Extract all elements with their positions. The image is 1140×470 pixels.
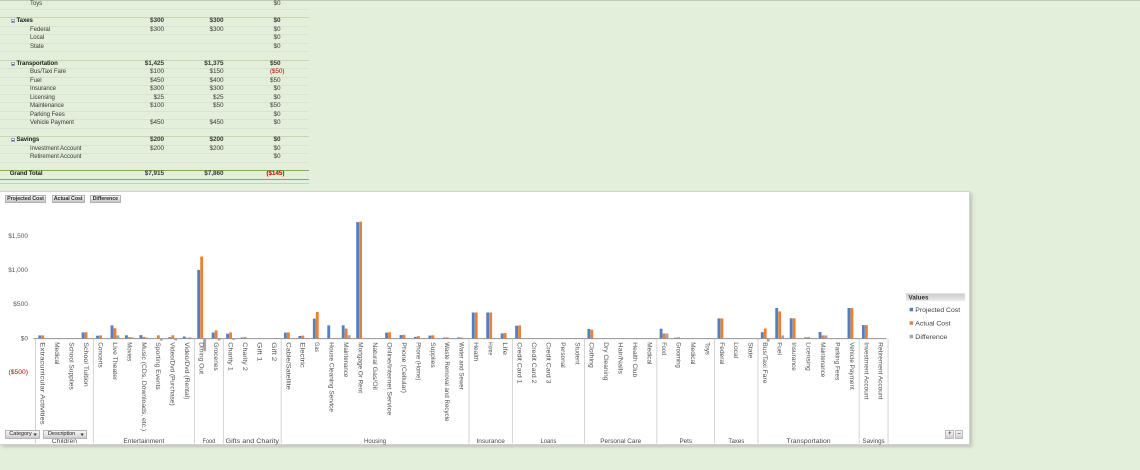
svg-text:Charity 2: Charity 2 — [241, 342, 248, 371]
svg-text:Extracurricular Activities: Extracurricular Activities — [39, 342, 46, 425]
svg-text:House Cleaning Service: House Cleaning Service — [328, 342, 335, 412]
svg-text:Groceries: Groceries — [212, 342, 219, 371]
svg-text:Values: Values — [909, 294, 929, 301]
svg-text:Bus/Taxi Fare: Bus/Taxi Fare — [761, 342, 768, 384]
svg-text:Video/Dvd (Purchase): Video/Dvd (Purchase) — [169, 342, 176, 405]
svg-text:School Tuition: School Tuition — [82, 342, 89, 387]
svg-text:Sporting Events: Sporting Events — [154, 342, 161, 390]
svg-text:Concerts: Concerts — [96, 342, 103, 368]
svg-text:Credit Card 1: Credit Card 1 — [515, 342, 522, 384]
svg-text:Difference: Difference — [915, 334, 947, 341]
svg-text:Toys: Toys — [703, 342, 710, 355]
svg-text:Movies: Movies — [125, 342, 132, 362]
svg-text:State: State — [747, 342, 754, 358]
svg-text:Food: Food — [660, 342, 667, 355]
svg-text:$1,000: $1,000 — [8, 267, 28, 274]
svg-text:Charity 1: Charity 1 — [226, 342, 233, 371]
svg-text:Maintenance: Maintenance — [342, 342, 349, 377]
svg-text:$1,500: $1,500 — [8, 233, 28, 240]
svg-text:Water and Sewer: Water and Sewer — [458, 342, 465, 390]
svg-text:Food: Food — [203, 438, 216, 445]
svg-text:Dining Out: Dining Out — [198, 342, 205, 374]
svg-text:Hair/Nails: Hair/Nails — [617, 342, 624, 375]
svg-text:Federal: Federal — [718, 342, 725, 365]
svg-text:Music (CDs, Downloads, etc.): Music (CDs, Downloads, etc.) — [140, 342, 147, 431]
svg-text:Gas: Gas — [313, 342, 320, 352]
svg-text:Clothing: Clothing — [588, 342, 595, 368]
svg-text:Savings: Savings — [863, 438, 885, 445]
svg-text:Cable/Satellite: Cable/Satellite — [284, 342, 291, 390]
svg-text:Actual Cost: Actual Cost — [915, 321, 950, 328]
svg-text:Licensing: Licensing — [804, 342, 811, 371]
svg-text:Local: Local — [732, 342, 739, 358]
svg-text:Personal Care: Personal Care — [600, 438, 641, 445]
svg-text:Phone (Home): Phone (Home) — [414, 342, 421, 380]
svg-text:Electric: Electric — [299, 342, 306, 368]
svg-text:Dry Cleaning: Dry Cleaning — [602, 342, 609, 380]
svg-text:Gift 1: Gift 1 — [255, 342, 262, 361]
svg-text:$500: $500 — [13, 301, 28, 308]
svg-text:Phone (Cellular): Phone (Cellular) — [400, 342, 407, 393]
svg-text:Transportation: Transportation — [787, 438, 832, 445]
svg-text:School Supplies: School Supplies — [68, 342, 75, 390]
svg-text:Medical: Medical — [689, 342, 696, 365]
svg-text:Life: Life — [501, 342, 508, 355]
svg-text:Loans: Loans — [541, 438, 557, 445]
svg-text:Health Club: Health Club — [631, 342, 638, 377]
svg-text:Fuel: Fuel — [776, 342, 783, 355]
svg-text:Gifts and Charity: Gifts and Charity — [226, 438, 280, 445]
svg-text:Online/Internet Service: Online/Internet Service — [385, 342, 392, 415]
svg-text:Gift 2: Gift 2 — [270, 342, 277, 361]
svg-text:Taxes: Taxes — [728, 438, 744, 445]
svg-text:Live Theater: Live Theater — [111, 342, 118, 381]
svg-text:Credit Card 2: Credit Card 2 — [530, 342, 537, 384]
svg-text:$0: $0 — [21, 335, 29, 342]
svg-text:Pets: Pets — [679, 438, 692, 445]
svg-text:Housing: Housing — [364, 438, 387, 445]
svg-text:Credit Card 3: Credit Card 3 — [544, 342, 551, 384]
svg-text:Grooming: Grooming — [674, 342, 681, 368]
svg-text:Personal: Personal — [559, 342, 566, 368]
svg-text:Entertainment: Entertainment — [123, 438, 164, 445]
svg-text:Maintenance: Maintenance — [819, 342, 826, 377]
svg-text:Vehicle Payment: Vehicle Payment — [848, 342, 855, 390]
svg-text:Mortgage Or Rent: Mortgage Or Rent — [357, 342, 364, 393]
svg-text:Waste Removal and Recycle: Waste Removal and Recycle — [443, 342, 450, 422]
svg-text:Parking Fees: Parking Fees — [833, 342, 840, 381]
svg-text:Natural Gas/Oil: Natural Gas/Oil — [371, 342, 378, 390]
svg-text:Video/Dvd (Rental): Video/Dvd (Rental) — [183, 342, 190, 399]
svg-text:Projected Cost: Projected Cost — [915, 307, 960, 314]
svg-text:Children: Children — [52, 438, 78, 445]
svg-text:Medical: Medical — [53, 342, 60, 365]
svg-text:Medical: Medical — [646, 342, 653, 365]
svg-text:Home: Home — [487, 342, 494, 355]
svg-text:Insurance: Insurance — [790, 342, 797, 371]
svg-text:Student: Student — [573, 342, 580, 364]
svg-text:Supplies: Supplies — [429, 342, 436, 368]
svg-text:Investment Account: Investment Account — [862, 342, 869, 399]
svg-text:($500): ($500) — [9, 369, 29, 376]
svg-text:Retirement Account: Retirement Account — [877, 342, 884, 399]
svg-text:Health: Health — [472, 342, 479, 361]
svg-text:Insurance: Insurance — [477, 438, 506, 445]
